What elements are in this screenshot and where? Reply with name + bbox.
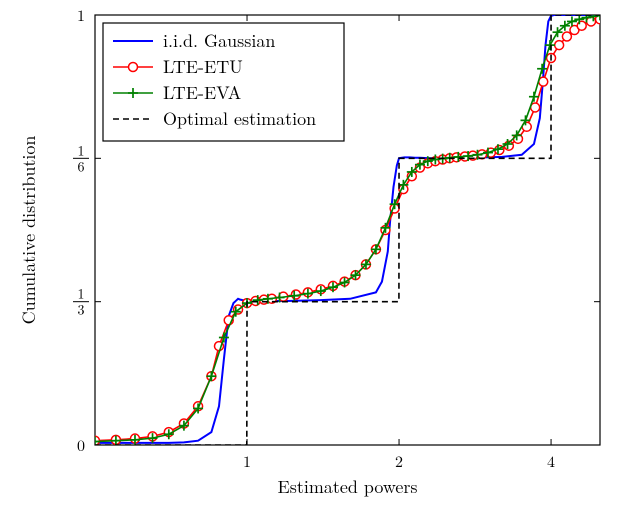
legend-entry-label: LTE-ETU: [163, 54, 243, 79]
x-tick-label: 2: [395, 449, 403, 472]
y-axis-label: Cumulative distribution: [16, 136, 41, 325]
legend-entry-label: Optimal estimation: [163, 106, 316, 131]
x-tick-label: 1: [243, 449, 251, 472]
legend-entry-label: LTE-EVA: [163, 80, 241, 105]
cdf-chart: 124013161Estimated powersCumulative dist…: [0, 0, 618, 510]
x-tick-label: 4: [547, 449, 555, 472]
legend-entry-label: i.i.d. Gaussian: [163, 28, 275, 53]
svg-text:6: 6: [78, 156, 85, 176]
chart-container: 124013161Estimated powersCumulative dist…: [0, 0, 618, 510]
legend: i.i.d. GaussianLTE-ETULTE-EVAOptimal est…: [103, 23, 344, 141]
y-tick-label: 1: [77, 3, 85, 26]
y-tick-label: 0: [77, 433, 85, 456]
svg-text:3: 3: [78, 300, 85, 320]
x-axis-label: Estimated powers: [278, 474, 418, 499]
